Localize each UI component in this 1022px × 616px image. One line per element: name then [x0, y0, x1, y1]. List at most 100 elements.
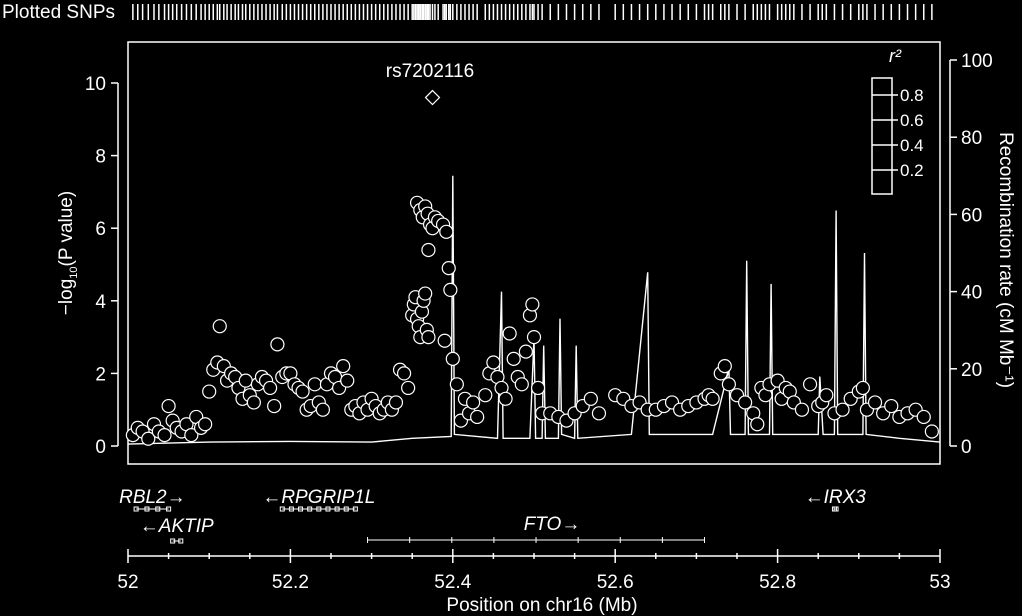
snp-point — [388, 395, 404, 410]
snp-point — [884, 398, 899, 414]
snp-point — [819, 388, 834, 403]
snp-point — [470, 409, 485, 425]
snp-point — [867, 395, 883, 410]
snp-point — [336, 359, 351, 374]
y-axis-right: 0 20 40 60 80 100 — [949, 51, 993, 458]
snp-point — [161, 398, 176, 414]
legend-label: 0.6 — [900, 111, 924, 130]
snp-point — [443, 282, 458, 298]
snp-point — [445, 351, 460, 366]
x-tick-label: 52.2 — [272, 572, 309, 593]
snp-point — [212, 319, 227, 334]
gene-exon — [298, 506, 304, 512]
snp-point — [502, 326, 517, 341]
gene-exon — [133, 506, 139, 512]
snp-point — [525, 297, 540, 312]
snp-point — [198, 417, 213, 432]
plotted-snps-track — [132, 4, 933, 20]
top-snp-marker — [424, 89, 441, 106]
gene-track: RBL2→ ←RPGRIP1L ←IRX3 ←AKTIP FTO→ — [119, 487, 867, 544]
snp-point — [705, 391, 720, 406]
snp-point — [267, 398, 282, 414]
legend-label: 0.2 — [900, 161, 924, 180]
gene-exon — [170, 538, 176, 544]
y-right-tick-label: 100 — [961, 51, 993, 72]
gene-exon — [833, 506, 839, 512]
top-snp-label: rs7202116 — [386, 61, 474, 82]
snp-point — [449, 377, 464, 392]
snp-point — [437, 333, 452, 348]
plotted-snps-label: Plotted SNPs — [2, 2, 115, 23]
gene-exon — [325, 506, 331, 512]
snp-point — [478, 388, 493, 403]
snp-point — [514, 377, 529, 392]
gene-label: ←IRX3 — [805, 487, 867, 508]
y-left-tick-label: 4 — [95, 292, 106, 313]
gene-exon — [307, 506, 313, 512]
gene-exon — [178, 538, 184, 544]
snp-point — [246, 395, 261, 410]
y-left-tick-label: 6 — [95, 219, 106, 240]
snp-point — [835, 402, 850, 417]
gene-irx3: ←IRX3 — [805, 487, 867, 512]
snp-point — [717, 359, 732, 374]
snp-point — [794, 402, 810, 417]
gene-exon — [279, 506, 285, 512]
snp-point — [441, 261, 456, 276]
gene-rbl2: RBL2→ — [119, 487, 186, 512]
gene-exon — [288, 506, 294, 512]
gene-exon — [166, 506, 172, 512]
gene-exon — [334, 506, 340, 512]
snp-point — [802, 377, 818, 392]
y-right-tick-label: 0 — [961, 437, 972, 458]
snp-point — [340, 373, 355, 388]
gene-rpgrip1l: ←RPGRIP1L — [262, 487, 375, 512]
y-left-tick-label: 10 — [85, 74, 106, 95]
legend-title: r² — [889, 46, 902, 66]
gene-aktip: ←AKTIP — [140, 516, 214, 544]
snp-point — [141, 431, 156, 446]
gene-exon — [343, 506, 349, 512]
snp-point — [583, 391, 598, 406]
snp-point — [421, 330, 436, 345]
y-axis-left-label: −log10(P value) — [56, 191, 80, 315]
r2-legend: r² 0.8 0.6 0.4 0.2 — [871, 46, 924, 195]
snp-point — [738, 395, 753, 410]
snp-point — [157, 428, 172, 443]
plot-frame — [127, 41, 941, 465]
legend-label: 0.4 — [900, 136, 924, 155]
x-axis: 52 52.2 52.4 52.6 52.8 53 — [117, 549, 951, 593]
y-left-tick-label: 8 — [95, 147, 106, 168]
snp-point — [518, 344, 533, 359]
gene-exon — [352, 506, 358, 512]
snp-point — [401, 380, 416, 396]
y-axis-right-label: Recombination rate (cM Mb⁻¹) — [995, 132, 1016, 388]
snp-point — [184, 428, 199, 443]
snp-point — [238, 373, 253, 388]
gene-label: ←RPGRIP1L — [262, 487, 375, 508]
snp-point — [750, 417, 765, 432]
snp-point — [315, 402, 330, 417]
snp-point — [418, 286, 433, 301]
snp-point — [486, 355, 501, 370]
snp-points-layer — [125, 195, 939, 446]
legend-color-bar — [871, 77, 893, 195]
x-tick-label: 52.6 — [597, 572, 634, 593]
x-tick-label: 52 — [117, 572, 138, 593]
gene-label: FTO→ — [524, 514, 581, 535]
snp-point — [924, 424, 939, 439]
gene-label: RBL2→ — [119, 487, 186, 508]
x-tick-label: 53 — [929, 572, 950, 593]
snp-point — [307, 377, 322, 392]
y-right-tick-label: 40 — [961, 283, 982, 304]
recombination-rate-line — [127, 175, 941, 445]
y-right-tick-label: 20 — [961, 360, 982, 381]
y-axis-left: 0 2 4 6 8 10 — [85, 74, 119, 458]
snp-point — [855, 380, 870, 396]
y-right-tick-label: 60 — [961, 205, 982, 226]
snp-point — [721, 377, 736, 392]
snp-point — [498, 391, 513, 406]
gene-exon — [155, 506, 161, 512]
snp-point — [396, 366, 412, 381]
